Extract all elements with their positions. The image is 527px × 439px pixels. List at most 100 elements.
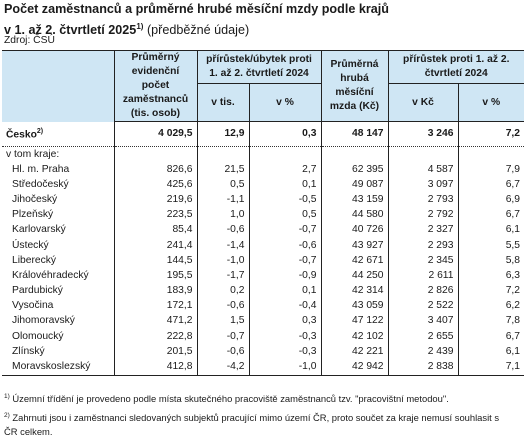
cell-growth-employees-pct: -1,0 — [248, 359, 321, 376]
cell-growth-employees-abs: -1,4 — [196, 237, 249, 254]
cell-wage: 42 221 — [320, 344, 388, 360]
cell-growth-employees-abs: 0,5 — [196, 177, 249, 193]
cell-growth-wage-pct: 6,2 — [457, 298, 525, 314]
cell-growth-employees-abs: 12,9 — [196, 121, 249, 147]
table-row: Vysočina 172,1 -0,6 -0,4 43 059 2 522 6,2 — [2, 298, 525, 314]
table-row-total: Česko2) 4 029,5 12,9 0,3 48 147 3 246 7,… — [2, 121, 525, 147]
title-line-2: v 1. až 2. čtvrtletí 20251) (předběžné ú… — [4, 18, 389, 39]
cell-growth-employees-pct: 0,3 — [248, 121, 321, 147]
cell-employees: 412,8 — [113, 359, 197, 376]
table-row: Plzeňský 223,5 1,0 0,5 44 580 2 792 6,7 — [2, 207, 525, 223]
region-label: Liberecký — [12, 254, 57, 266]
total-label: Česko — [6, 129, 37, 141]
cell-growth-employees-abs: 21,5 — [196, 162, 249, 178]
cell-growth-wage-abs: 2 838 — [387, 359, 458, 376]
cell-growth-wage-abs: 2 439 — [387, 344, 458, 360]
cell-growth-wage-pct: 6,1 — [457, 344, 525, 360]
cell-growth-wage-pct: 7,2 — [457, 283, 525, 299]
cell-growth-employees-pct: -0,5 — [248, 192, 321, 208]
cell-growth-employees-pct: -0,3 — [248, 344, 321, 360]
cell-employees: 223,5 — [113, 207, 197, 223]
cell-growth-employees-pct: -0,9 — [248, 268, 321, 284]
footnote-1: 1) Územní třídění je provedeno podle mís… — [4, 390, 524, 406]
header-growth-wage-pct: v % — [457, 83, 525, 122]
cell-wage: 42 102 — [320, 329, 388, 345]
cell-growth-wage-abs: 3 097 — [387, 177, 458, 193]
cell-growth-wage-abs: 2 345 — [387, 253, 458, 269]
footnote-text: Územní třídění je provedeno podle místa … — [9, 393, 449, 405]
region-label: Vysočina — [12, 300, 54, 312]
cell-wage: 42 671 — [320, 253, 388, 269]
header-growth-employees: přírůstek/úbytek proti 1. až 2. čtvrtlet… — [196, 49, 321, 85]
table-row: Moravskoslezský 412,8 -4,2 -1,0 42 942 2 838 7… — [2, 359, 525, 376]
cell-wage: 49 087 — [320, 177, 388, 193]
header-growth-employees-pct: v % — [248, 83, 321, 122]
cell-employees: 425,6 — [113, 177, 197, 193]
cell-growth-employees-pct: -0,6 — [248, 237, 321, 254]
cell-wage: 42 314 — [320, 283, 388, 299]
total-footnote-mark: 2) — [36, 128, 44, 136]
footnote-2: 2) Zahrnuti jsou i zaměstnanci sledovaný… — [4, 409, 509, 438]
cell-growth-employees-pct: -0,7 — [248, 222, 321, 238]
footnote-text: Zahrnuti jsou i zaměstnanci sledovaných … — [4, 412, 500, 437]
cell-employees: 219,6 — [113, 192, 197, 208]
cell-growth-employees-abs: -4,2 — [196, 359, 249, 376]
table-row: Ústecký 241,4 -1,4 -0,6 43 927 2 293 5,5 — [2, 237, 525, 254]
region-label: Ústecký — [12, 239, 49, 251]
footnote-mark: 1) — [4, 393, 10, 400]
cell-wage: 43 927 — [320, 237, 388, 254]
wage-table: Průměrný evidenční počet zaměstnanců (ti… — [2, 49, 525, 376]
cell-wage: 47 122 — [320, 313, 388, 330]
cell-employees: 183,9 — [113, 283, 197, 299]
cell-growth-wage-abs: 2 792 — [387, 207, 458, 223]
source-label: Zdroj: ČSÚ — [4, 35, 55, 46]
cell-employees: 195,5 — [113, 268, 197, 284]
cell-growth-wage-pct: 5,8 — [457, 253, 525, 269]
region-label: Královéhradecký — [12, 269, 89, 281]
table-row: Jihomoravský 471,2 1,5 0,3 47 122 3 407 7,8 — [2, 313, 525, 330]
cell-growth-employees-abs: 0,2 — [196, 283, 249, 299]
cell-growth-employees-pct: 0,1 — [248, 283, 321, 299]
cell-growth-wage-pct: 6,7 — [457, 329, 525, 345]
table-row: Středočeský 425,6 0,5 0,1 49 087 3 097 6,7 — [2, 177, 525, 193]
cell-wage: 42 942 — [320, 359, 388, 376]
region-label: Pardubický — [12, 285, 63, 297]
region-label: Jihočeský — [12, 193, 58, 205]
cell-growth-wage-abs: 3 246 — [387, 121, 458, 147]
header-employees: Průměrný evidenční počet zaměstnanců (ti… — [113, 50, 197, 122]
cell-wage: 44 580 — [320, 207, 388, 223]
region-label: Plzeňský — [12, 209, 54, 221]
cell-growth-wage-abs: 2 655 — [387, 329, 458, 345]
cell-growth-employees-abs: -0,7 — [196, 329, 249, 345]
title-line-1: Počet zaměstnanců a průměrné hrubé měsíč… — [4, 2, 389, 16]
cell-growth-employees-pct: -0,4 — [248, 298, 321, 314]
header-growth-employees-abs: v tis. — [196, 83, 249, 122]
cell-growth-wage-pct: 7,2 — [457, 121, 525, 147]
title-note: (předběžné údaje) — [143, 23, 250, 38]
footnote-mark: 2) — [4, 412, 10, 419]
cell-employees: 144,5 — [113, 253, 197, 269]
cell-growth-employees-abs: -1,7 — [196, 268, 249, 284]
cell-growth-wage-abs: 2 793 — [387, 192, 458, 208]
cell-employees: 201,5 — [113, 344, 197, 360]
cell-employees: 4 029,5 — [113, 121, 197, 147]
cell-employees: 471,2 — [113, 313, 197, 330]
cell-growth-employees-abs: 1,0 — [196, 207, 249, 223]
cell-growth-employees-abs: 1,5 — [196, 313, 249, 330]
cell-growth-employees-abs: -0,6 — [196, 344, 249, 360]
cell-growth-wage-abs: 2 611 — [387, 268, 458, 284]
region-label: Zlínský — [12, 345, 45, 357]
cell-employees: 826,6 — [113, 162, 197, 178]
cell-employees: 85,4 — [113, 222, 197, 238]
header-corner — [2, 50, 114, 122]
header-growth-wage: přírůstek proti 1. až 2. čtvrtletí 2024 — [387, 49, 525, 85]
cell-growth-wage-abs: 2 327 — [387, 222, 458, 238]
cell-growth-wage-pct: 5,5 — [457, 237, 525, 254]
page-title: Počet zaměstnanců a průměrné hrubé měsíč… — [4, 1, 389, 39]
cell-growth-wage-pct: 6,9 — [457, 192, 525, 208]
table-row: Liberecký 144,5 -1,0 -0,7 42 671 2 345 5,8 — [2, 253, 525, 269]
row-label: Česko2) — [2, 121, 114, 147]
header-growth-wage-abs: v Kč — [387, 83, 458, 122]
cell-growth-wage-pct: 7,9 — [457, 162, 525, 178]
region-label: Jihomoravský — [12, 315, 75, 327]
